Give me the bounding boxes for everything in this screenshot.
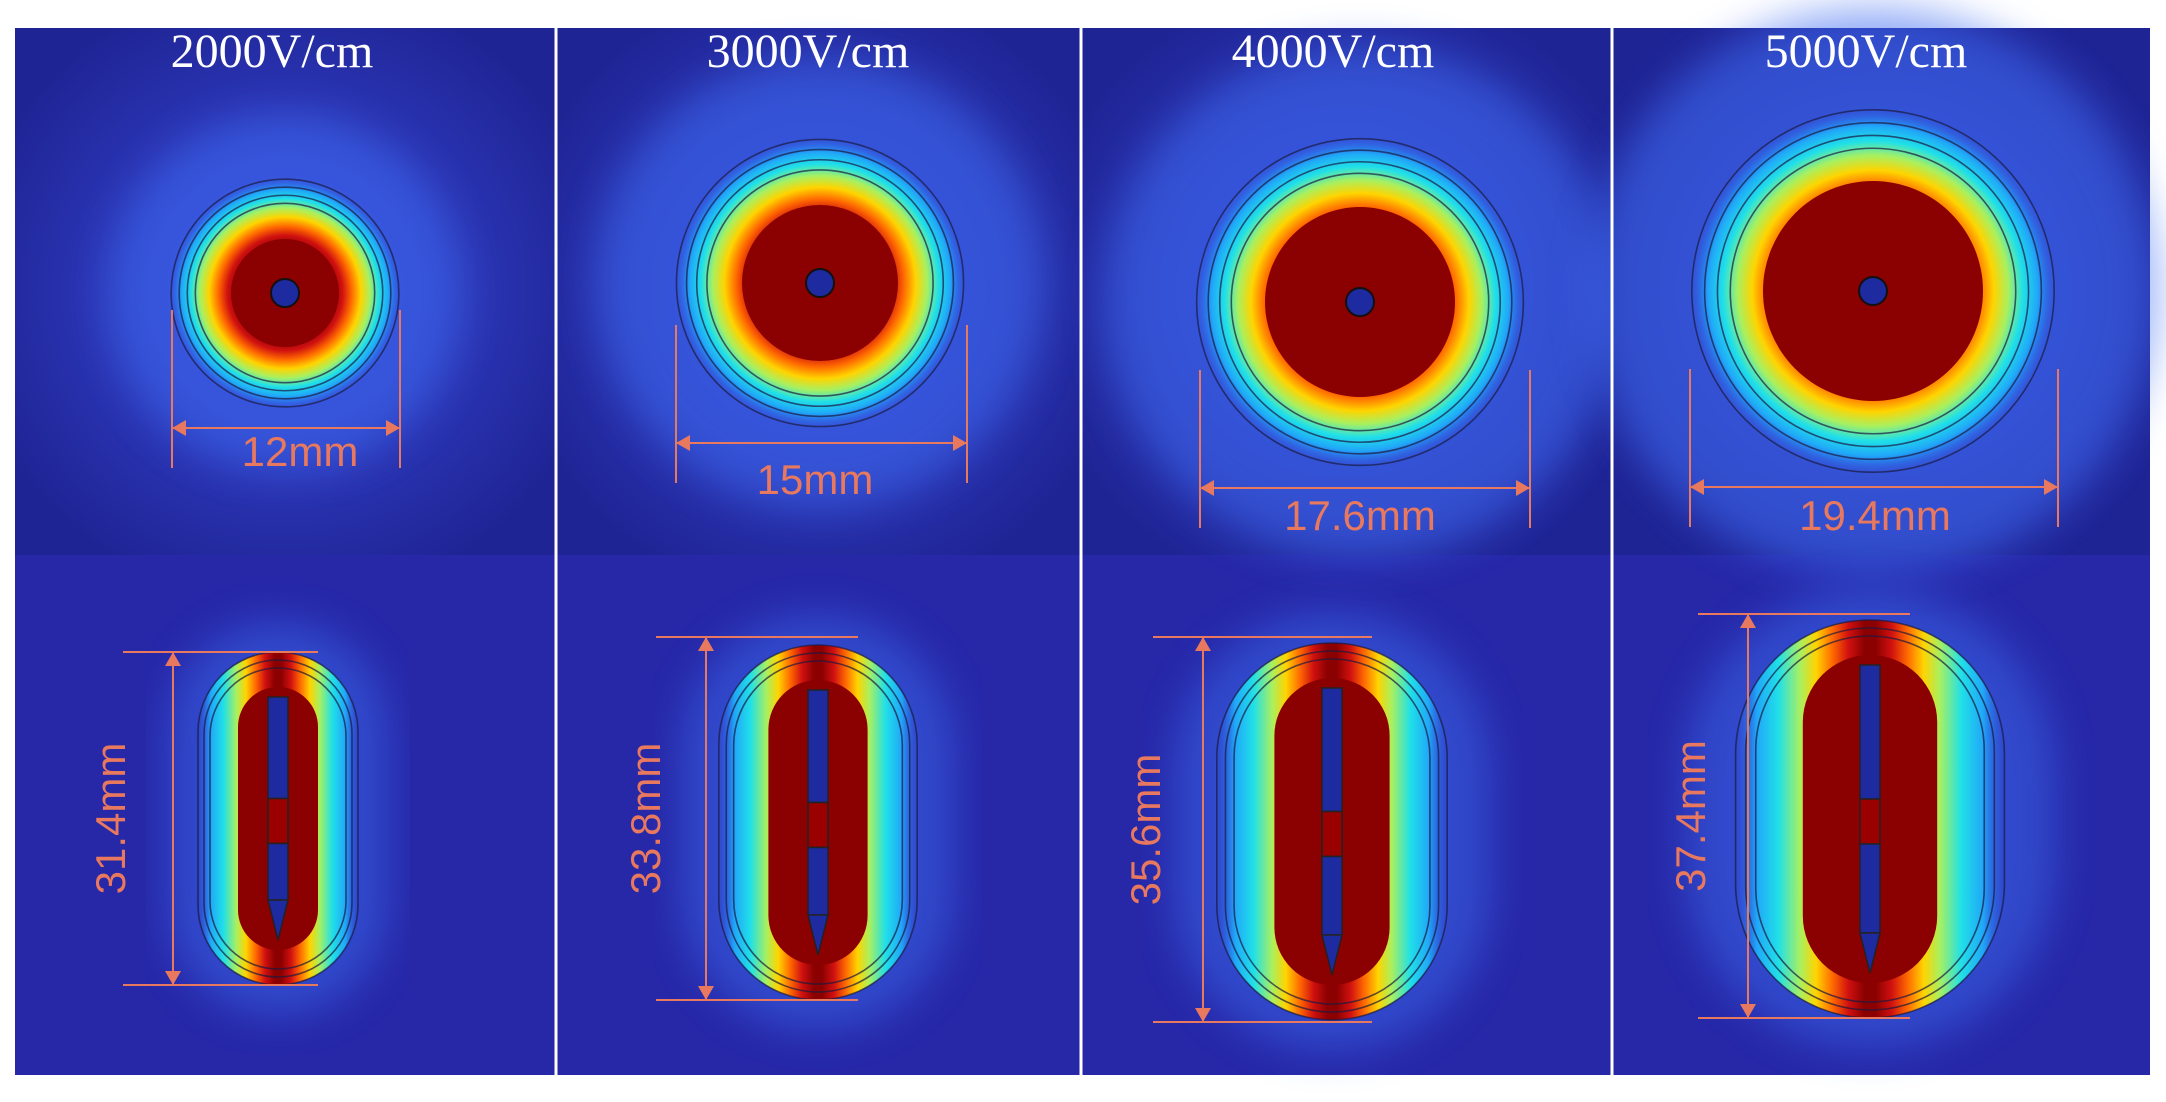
capsule-contour-0-2 bbox=[209, 667, 347, 970]
dim-arrow-left-0 bbox=[172, 420, 186, 436]
capsule-contour-1-2 bbox=[732, 660, 904, 985]
needle-lower-0 bbox=[267, 842, 289, 901]
dim-arrow-left-3 bbox=[1690, 479, 1704, 495]
dim-arrow-right-3 bbox=[2044, 479, 2058, 495]
top-dimension-label-1: 15mm bbox=[757, 456, 874, 503]
contour-3-1 bbox=[1716, 134, 2030, 448]
needle-upper-0 bbox=[267, 696, 289, 800]
field-title-2000: 2000V/cm bbox=[170, 25, 374, 78]
vdim-arrow-top-2 bbox=[1195, 637, 1211, 651]
contour-2-2 bbox=[1207, 149, 1513, 455]
needle-upper-2 bbox=[1321, 687, 1343, 813]
vdim-arrow-bottom-2 bbox=[1195, 1008, 1211, 1022]
capsule-contour-3-2 bbox=[1754, 635, 1986, 1003]
contour-2-1 bbox=[1218, 160, 1502, 444]
contour-0-1 bbox=[186, 194, 384, 392]
needle-lower-1 bbox=[807, 846, 829, 916]
electrode-dot-1 bbox=[805, 268, 835, 298]
panels-layer: 12mm 31.4mm 15mm 33.8mm 17.6mm 35.6mm 19.4mm 37… bbox=[15, 7, 2157, 1075]
contour-3-0 bbox=[1729, 147, 2017, 435]
bottom-dimension-label-3: 37.4mm bbox=[1667, 740, 1714, 892]
needle-insulator-0 bbox=[267, 797, 289, 845]
needle-insulator-2 bbox=[1321, 810, 1343, 858]
vdim-arrow-bottom-3 bbox=[1740, 1004, 1756, 1018]
contour-3-2 bbox=[1703, 121, 2043, 461]
bottom-dimension-label-0: 31.4mm bbox=[87, 743, 134, 895]
needle-upper-3 bbox=[1859, 664, 1881, 800]
contour-1-1 bbox=[695, 158, 945, 408]
top-dimension-label-0: 12mm bbox=[242, 428, 359, 475]
capsule-contour-3-1 bbox=[1744, 627, 1996, 1011]
capsule-contour-2-2 bbox=[1233, 658, 1431, 1005]
dim-arrow-right-0 bbox=[386, 420, 400, 436]
bottom-dimension-label-2: 35.6mm bbox=[1122, 754, 1169, 906]
capsule-contour-2-0 bbox=[1216, 642, 1449, 1021]
electrode-dot-0 bbox=[270, 278, 300, 308]
capsule-contour-1-1 bbox=[725, 652, 911, 993]
dim-arrow-left-2 bbox=[1200, 480, 1214, 496]
bottom-dimension-label-1: 33.8mm bbox=[622, 743, 669, 895]
capsule-contour-0-1 bbox=[203, 659, 353, 978]
needle-tip-2 bbox=[1321, 934, 1343, 976]
contour-1-3 bbox=[675, 138, 965, 428]
field-title-3000: 3000V/cm bbox=[706, 25, 910, 78]
vdim-arrow-top-0 bbox=[165, 652, 181, 666]
contour-2-0 bbox=[1230, 172, 1490, 432]
needle-insulator-3 bbox=[1859, 798, 1881, 845]
electrode-dot-2 bbox=[1345, 287, 1375, 317]
capsule-contour-2-1 bbox=[1224, 650, 1440, 1013]
contour-1-2 bbox=[685, 148, 955, 418]
needle-upper-1 bbox=[807, 689, 829, 804]
top-dimension-label-3: 19.4mm bbox=[1799, 492, 1951, 539]
field-title-5000: 5000V/cm bbox=[1764, 25, 1968, 78]
vdim-arrow-bottom-1 bbox=[698, 986, 714, 1000]
needle-lower-2 bbox=[1321, 855, 1343, 936]
contour-0-2 bbox=[178, 186, 392, 400]
needle-insulator-1 bbox=[807, 801, 829, 849]
dim-arrow-left-1 bbox=[676, 435, 690, 451]
vdim-arrow-top-1 bbox=[698, 637, 714, 651]
needle-tip-0 bbox=[267, 899, 289, 941]
contour-2-3 bbox=[1195, 137, 1525, 467]
vdim-arrow-top-3 bbox=[1740, 614, 1756, 628]
contour-0-0 bbox=[194, 202, 376, 384]
top-dimension-label-2: 17.6mm bbox=[1284, 492, 1436, 539]
needle-tip-1 bbox=[807, 914, 829, 956]
dim-arrow-right-2 bbox=[1516, 480, 1530, 496]
needle-tip-3 bbox=[1859, 932, 1881, 974]
field-title-4000: 4000V/cm bbox=[1231, 25, 1435, 78]
needle-lower-3 bbox=[1859, 843, 1881, 934]
electrode-dot-3 bbox=[1858, 276, 1888, 306]
vdim-arrow-bottom-0 bbox=[165, 971, 181, 985]
contour-3-3 bbox=[1691, 109, 2055, 473]
dim-arrow-right-1 bbox=[953, 435, 967, 451]
contour-0-3 bbox=[170, 178, 400, 408]
contour-1-0 bbox=[706, 169, 934, 397]
